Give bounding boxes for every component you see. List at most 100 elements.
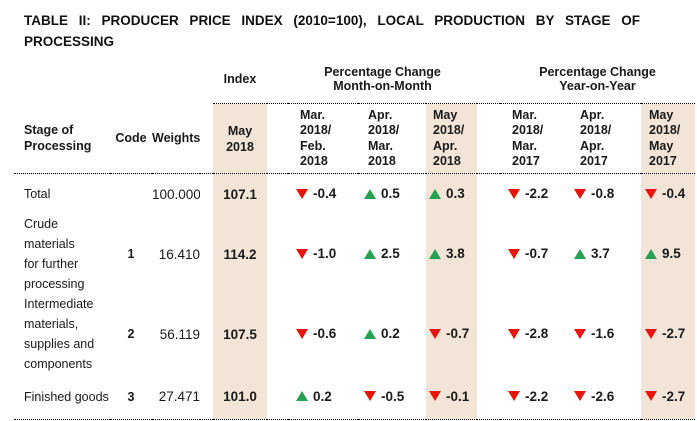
- gap-cell: [267, 214, 288, 294]
- group-header-spacer: [14, 55, 213, 104]
- change-indicator: 3.7: [574, 246, 610, 261]
- index-value: 114.2: [213, 214, 267, 294]
- up-triangle-icon: [429, 188, 441, 199]
- change-value: 2.5: [381, 246, 400, 262]
- change-value: -0.7: [525, 246, 549, 262]
- change-value: -0.7: [446, 326, 470, 342]
- change-indicator: -0.5: [364, 389, 404, 404]
- change-value: 9.5: [662, 246, 681, 262]
- gap-cell: [477, 374, 500, 420]
- change-indicator: -0.7: [508, 246, 548, 261]
- yoy-group-header: Percentage Change Year-on-Year: [500, 55, 695, 104]
- index-value: 107.5: [213, 294, 267, 374]
- yoy-change: -2.8: [500, 294, 570, 374]
- gap-cell: [200, 214, 213, 294]
- mom-change: -0.6: [288, 294, 358, 374]
- table-row: Finished goods 3 27.471 101.0 0.2 -0.5 -0.1 -2.…: [14, 374, 695, 420]
- change-value: -2.7: [662, 388, 686, 404]
- change-indicator: -2.7: [645, 389, 685, 404]
- mom-change: 3.8: [426, 214, 477, 294]
- change-indicator: 0.2: [296, 389, 332, 404]
- change-value: -2.2: [525, 388, 549, 404]
- index-period-header: May 2018: [213, 103, 267, 174]
- change-indicator: 0.5: [364, 186, 400, 201]
- down-triangle-icon: [364, 391, 376, 402]
- table-title: TABLE II: PRODUCER PRICE INDEX (2010=100…: [0, 0, 697, 55]
- change-indicator: -0.1: [429, 389, 469, 404]
- code-value: [110, 174, 152, 215]
- change-indicator: -1.0: [296, 246, 336, 261]
- change-indicator: 0.3: [429, 186, 465, 201]
- up-triangle-icon: [364, 328, 376, 339]
- mom-change: 0.2: [358, 294, 426, 374]
- gap-cell: [477, 214, 500, 294]
- change-indicator: -0.6: [296, 326, 336, 341]
- change-value: 3.8: [446, 246, 465, 262]
- mom-period-header: Apr. 2018/ Mar. 2018: [358, 103, 426, 174]
- up-triangle-icon: [296, 391, 308, 402]
- stage-label: Crude materials for further processing: [24, 217, 85, 291]
- code-value: 2: [127, 327, 135, 341]
- gap-cell: [200, 374, 213, 420]
- down-triangle-icon: [508, 328, 520, 339]
- down-triangle-icon: [508, 248, 520, 259]
- change-value: 3.7: [591, 246, 610, 262]
- column-header-row: Stage of Processing Code Weights May 201…: [14, 103, 695, 174]
- change-indicator: -0.8: [574, 186, 614, 201]
- mom-change: 0.3: [426, 173, 477, 214]
- change-indicator: -2.7: [645, 326, 685, 341]
- code-column-header: Code: [110, 103, 152, 174]
- mom-change: -0.4: [288, 174, 358, 215]
- weights-column-header: Weights: [152, 103, 200, 174]
- down-triangle-icon: [645, 391, 657, 402]
- gap-cell: [200, 103, 213, 174]
- mom-change: -0.5: [358, 374, 426, 420]
- stage-column-header: Stage of Processing: [14, 103, 110, 174]
- change-indicator: 2.5: [364, 246, 400, 261]
- down-triangle-icon: [296, 328, 308, 339]
- change-indicator: -0.4: [645, 186, 685, 201]
- change-value: 0.2: [381, 326, 400, 342]
- change-value: 0.5: [381, 186, 400, 202]
- change-value: -2.8: [525, 326, 549, 342]
- change-indicator: -0.4: [296, 186, 336, 201]
- gap-cell: [267, 103, 288, 174]
- down-triangle-icon: [574, 188, 586, 199]
- yoy-change: -2.2: [500, 174, 570, 215]
- down-triangle-icon: [508, 188, 520, 199]
- change-value: -2.7: [662, 326, 686, 342]
- title-line-1: TABLE II: PRODUCER PRICE INDEX (2010=100…: [24, 13, 640, 28]
- down-triangle-icon: [508, 391, 520, 402]
- yoy-change: -1.6: [570, 294, 641, 374]
- yoy-change: -2.2: [500, 374, 570, 420]
- change-indicator: -2.2: [508, 186, 548, 201]
- change-value: -0.4: [313, 186, 337, 202]
- mom-period-header: May 2018/ Apr. 2018: [426, 103, 477, 174]
- change-value: -2.6: [591, 388, 615, 404]
- table-row: Crude materials for further processing 1 1…: [14, 214, 695, 294]
- mom-change: 0.5: [358, 174, 426, 215]
- gap-cell: [267, 174, 288, 215]
- table-body: Total 100.000 107.1 -0.4 0.5 0.3 -2.2 -0.8 -0.4 C…: [14, 173, 695, 420]
- down-triangle-icon: [429, 391, 441, 402]
- change-value: -0.6: [313, 326, 337, 342]
- change-indicator: -2.6: [574, 389, 614, 404]
- change-value: -2.2: [525, 186, 549, 202]
- gap-cell: [200, 294, 213, 374]
- change-indicator: 0.2: [364, 326, 400, 341]
- down-triangle-icon: [574, 391, 586, 402]
- weights-value: 56.119: [159, 326, 200, 342]
- down-triangle-icon: [296, 188, 308, 199]
- index-group-header: Index: [213, 55, 267, 104]
- index-value: 101.0: [213, 374, 267, 420]
- change-value: 0.3: [446, 186, 465, 202]
- gap-cell: [477, 294, 500, 374]
- down-triangle-icon: [296, 248, 308, 259]
- up-triangle-icon: [364, 248, 376, 259]
- down-triangle-icon: [645, 328, 657, 339]
- yoy-period-header: Mar. 2018/ Mar. 2017: [500, 103, 570, 174]
- gap-cell: [477, 174, 500, 215]
- yoy-change: 3.7: [570, 214, 641, 294]
- up-triangle-icon: [429, 248, 441, 259]
